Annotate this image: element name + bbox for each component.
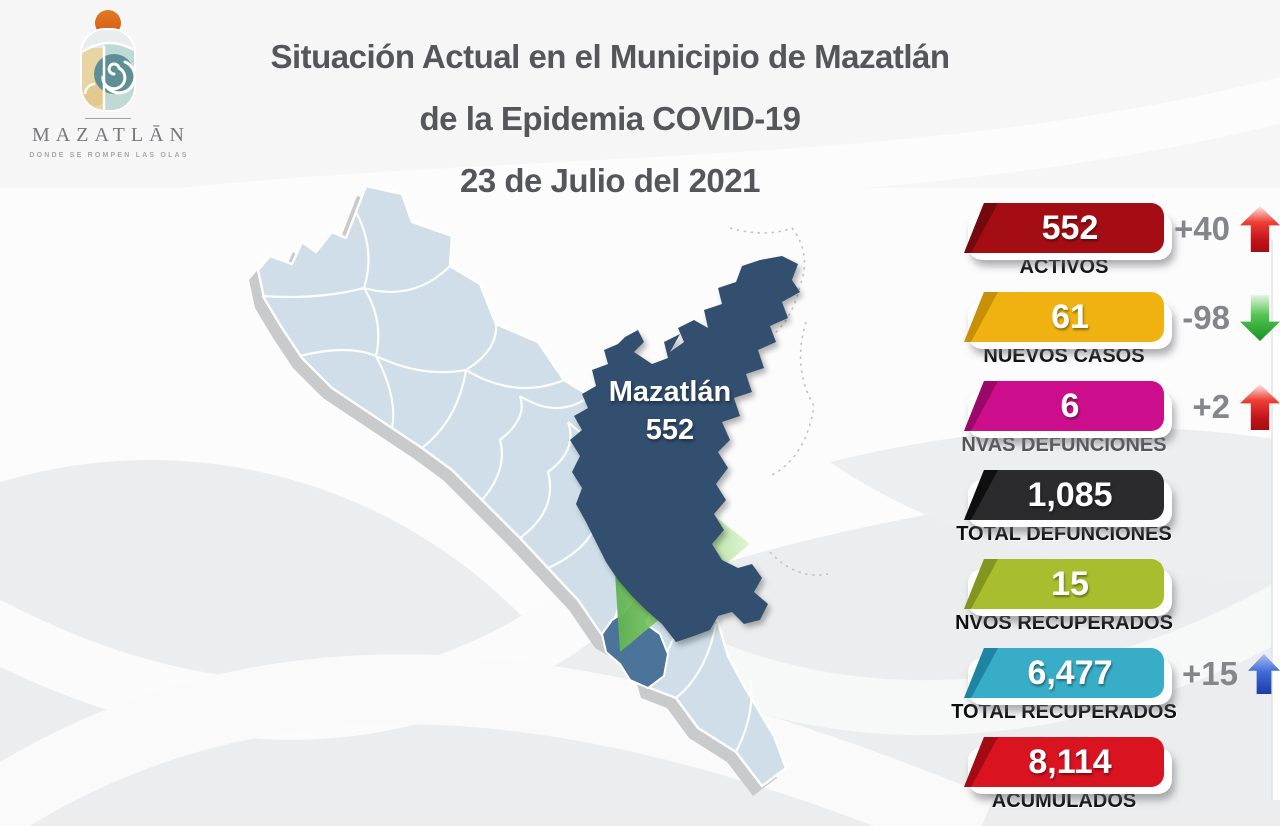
- stat-ribbon: 8,114: [960, 737, 1172, 794]
- title-line-2: de la Epidemia COVID-19: [419, 100, 801, 137]
- ribbon-body: [964, 648, 1164, 698]
- stat-label: NVAS DEFUNCIONES: [961, 434, 1167, 456]
- sinaloa-map: Mazatlán 552: [170, 172, 830, 826]
- stat-value: 6,477: [1027, 653, 1113, 692]
- ribbon-body: [964, 737, 1164, 787]
- delta-value: -98: [1182, 299, 1230, 336]
- stat-total-defunciones: 1,085 TOTAL DEFUNCIONES: [938, 470, 1280, 559]
- stat-total-recuperados: 6,477 TOTAL RECUPERADOS +15: [938, 648, 1280, 737]
- stats-column: 552 ACTIVOS +40 61 NUEVOS CASOS -98: [938, 196, 1280, 826]
- stat-value: 15: [1051, 564, 1089, 603]
- delta-value: +15: [1182, 655, 1238, 692]
- stat-value: 1,085: [1027, 475, 1113, 514]
- page-title: Situación Actual en el Municipio de Maza…: [250, 26, 970, 212]
- stat-delta: +2: [1192, 381, 1280, 433]
- stat-label: NUEVOS CASOS: [983, 345, 1145, 367]
- logo-tagline: DONDE SE ROMPEN LAS OLAS: [29, 152, 189, 159]
- ribbon-body: [964, 203, 1164, 253]
- trend-down-icon: [1240, 295, 1280, 341]
- stat-label: ACTIVOS: [1019, 256, 1109, 278]
- stat-delta: -98: [1182, 292, 1280, 344]
- title-line-3: 23 de Julio del 2021: [460, 162, 761, 199]
- stat-label: TOTAL DEFUNCIONES: [956, 523, 1172, 545]
- map-highlight-value: 552: [645, 414, 695, 446]
- stat-label: ACUMULADOS: [991, 790, 1137, 812]
- stat-delta: +40: [1174, 203, 1280, 255]
- stat-activos: 552 ACTIVOS +40: [938, 203, 1280, 292]
- stat-ribbon: 6: [960, 381, 1172, 438]
- stat-delta: +15: [1182, 648, 1280, 700]
- delta-value: +40: [1174, 210, 1230, 247]
- stat-nvas-defunciones: 6 NVAS DEFUNCIONES +2: [938, 381, 1280, 470]
- ribbon-body: [964, 292, 1164, 342]
- stat-value: 61: [1051, 297, 1089, 336]
- stat-ribbon: 6,477: [960, 648, 1172, 705]
- trend-up-icon: [1248, 654, 1280, 694]
- stat-label: NVOS RECUPERADOS: [955, 612, 1173, 634]
- stat-acumulados: 8,114 ACUMULADOS: [938, 737, 1280, 826]
- stat-value: 6: [1060, 386, 1080, 425]
- stat-nuevos-casos: 61 NUEVOS CASOS -98: [938, 292, 1280, 381]
- stat-label: TOTAL RECUPERADOS: [951, 701, 1177, 723]
- delta-value: +2: [1192, 388, 1230, 425]
- trend-up-icon: [1240, 206, 1280, 252]
- stat-ribbon: 15: [960, 559, 1172, 616]
- title-line-1: Situación Actual en el Municipio de Maza…: [270, 38, 950, 75]
- mazatlan-shell-icon: [80, 10, 136, 112]
- ribbon-body: [964, 559, 1164, 609]
- stat-value: 552: [1041, 208, 1099, 247]
- stat-ribbon: 552: [960, 203, 1172, 260]
- stat-ribbon: 1,085: [960, 470, 1172, 527]
- ribbon-body: [964, 381, 1164, 431]
- logo-divider: [85, 118, 131, 119]
- stat-value: 8,114: [1028, 742, 1112, 781]
- map-highlight-label: Mazatlán: [608, 376, 732, 408]
- mazatlan-logo: MAZATLĀN DONDE SE ROMPEN LAS OLAS: [18, 6, 198, 159]
- ribbon-body: [964, 470, 1164, 520]
- logo-brand-text: MAZATLĀN: [32, 124, 190, 146]
- stat-nvos-recuperados: 15 NVOS RECUPERADOS: [938, 559, 1280, 648]
- stat-ribbon: 61: [960, 292, 1172, 349]
- trend-up-icon: [1240, 384, 1280, 430]
